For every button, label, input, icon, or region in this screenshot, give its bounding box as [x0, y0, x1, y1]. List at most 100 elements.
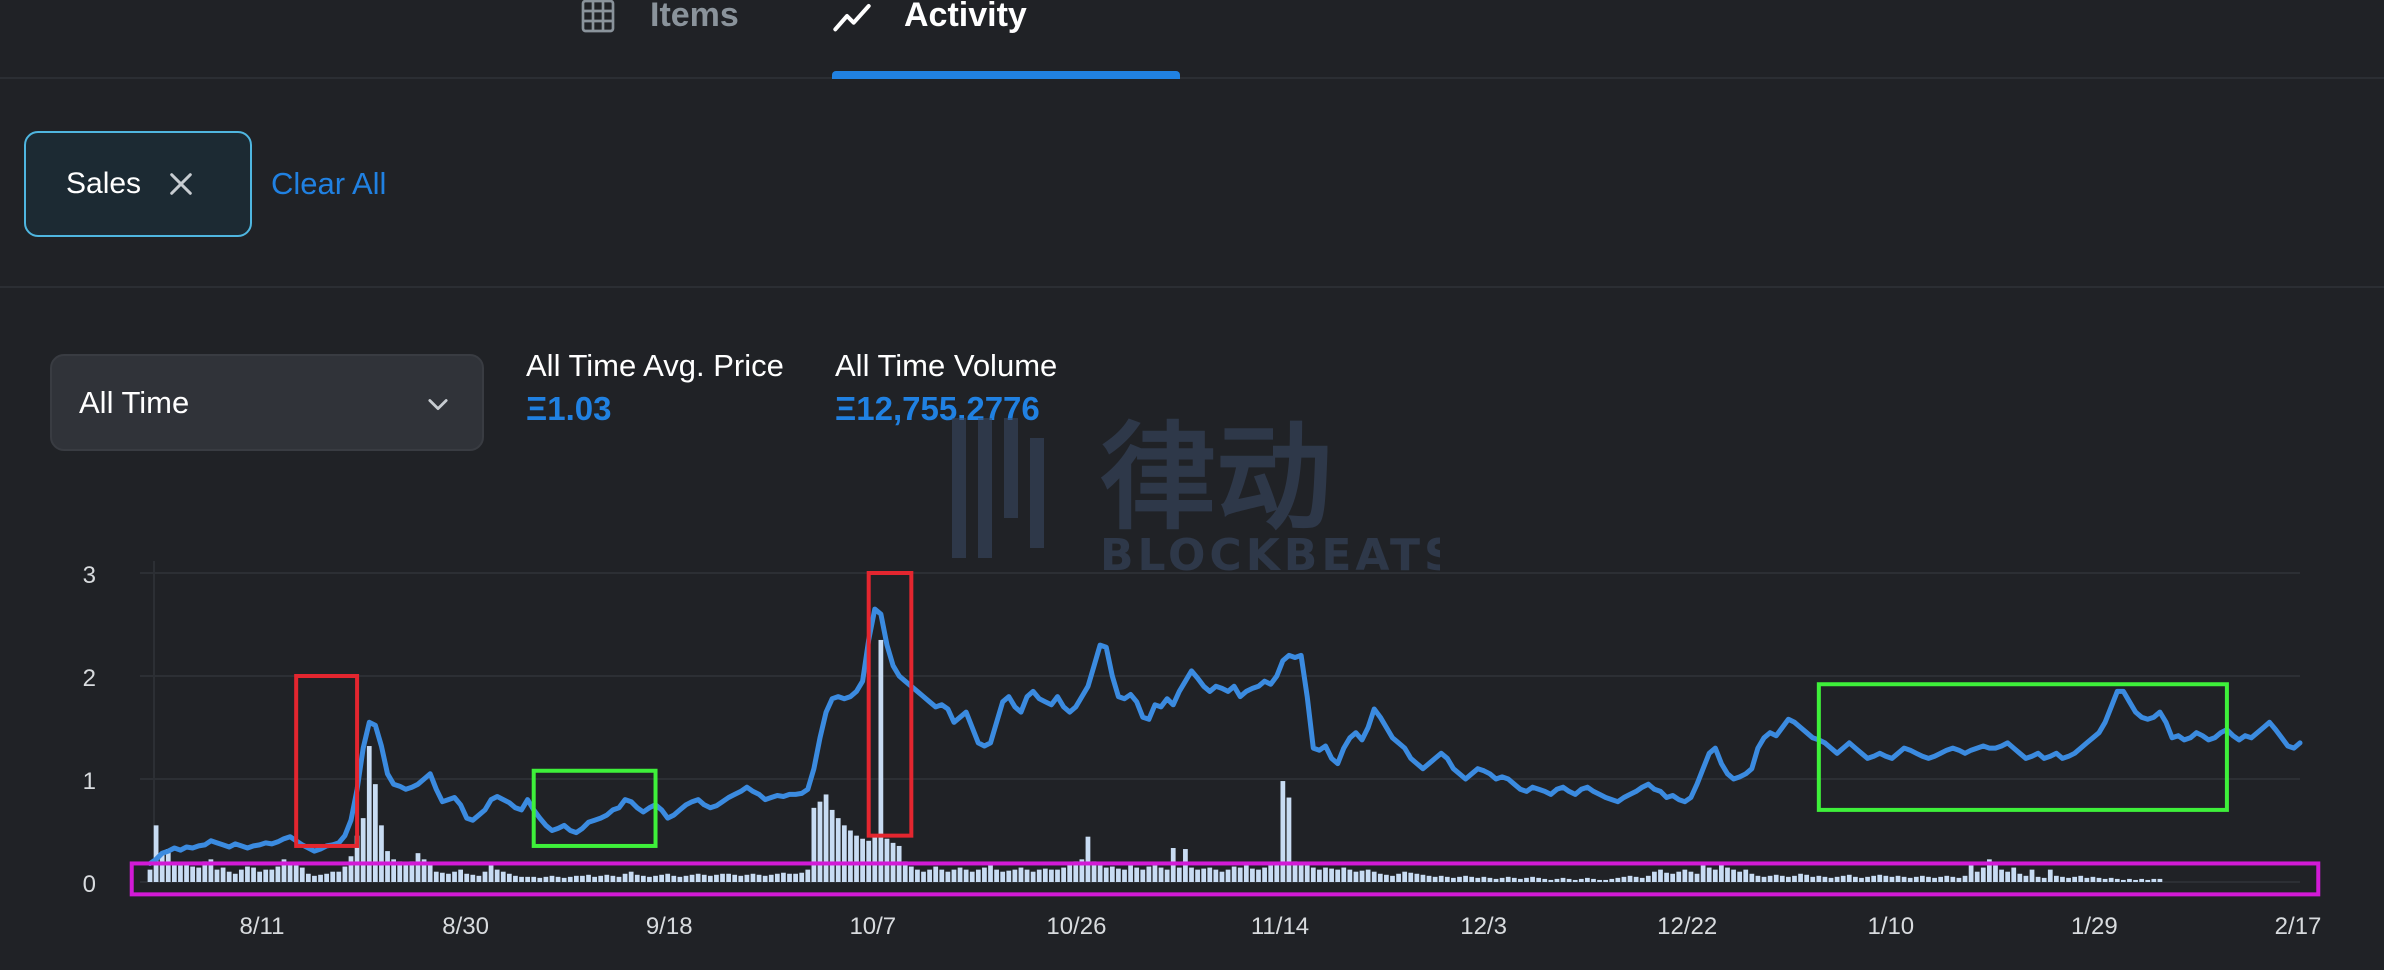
volume-bar — [988, 865, 993, 882]
volume-bar — [531, 876, 537, 882]
volume-bar — [409, 861, 415, 882]
volume-bar — [1030, 871, 1036, 882]
close-icon[interactable] — [165, 168, 197, 200]
volume-bar — [1061, 867, 1066, 882]
volume-bar — [2096, 877, 2102, 882]
volume-bar — [1913, 876, 1919, 882]
volume-bar — [1438, 875, 1444, 882]
volume-bar — [202, 861, 208, 882]
volume-bar — [1658, 869, 1663, 882]
annotation-box-green — [531, 768, 658, 848]
volume-bar — [1944, 875, 1950, 882]
volume-bar — [933, 866, 939, 882]
volume-bar — [543, 876, 549, 882]
volume-bar — [1926, 876, 1931, 882]
volume-bar — [494, 869, 500, 882]
volume-bar — [811, 807, 817, 882]
volume-bar — [1231, 866, 1237, 882]
x-tick-label: 12/3 — [1460, 913, 1507, 940]
volume-bar — [1578, 878, 1584, 882]
x-tick-label: 12/22 — [1657, 913, 1717, 940]
volume-bar — [1444, 876, 1450, 882]
volume-bar — [1262, 867, 1267, 882]
volume-bar — [647, 876, 652, 882]
volume-bar — [2072, 876, 2078, 882]
volume-bar — [1353, 871, 1359, 882]
volume-bar — [1719, 863, 1724, 882]
volume-bar — [2066, 877, 2071, 882]
volume-bar — [360, 818, 366, 882]
volume-bar — [1097, 865, 1103, 882]
volume-bar — [1859, 877, 1864, 882]
volume-bar — [385, 851, 390, 882]
volume-bar — [1566, 878, 1572, 882]
volume-bar — [1426, 875, 1432, 882]
volume-bar — [1956, 877, 1962, 882]
volume-bar — [190, 866, 196, 882]
volume-bar — [793, 873, 798, 882]
active-tab-indicator — [832, 71, 1180, 79]
tab-activity[interactable]: Activity — [832, 0, 1180, 79]
volume-bar — [1116, 868, 1121, 882]
volume-bar — [366, 746, 372, 882]
volume-bar — [165, 849, 171, 882]
volume-bar — [159, 853, 165, 882]
clear-all-link[interactable]: Clear All — [271, 166, 387, 201]
volume-bar — [2011, 867, 2017, 882]
volume-bar — [1572, 879, 1578, 882]
volume-bar — [1134, 867, 1140, 882]
volume-bar — [555, 876, 561, 882]
x-tick-label: 1/10 — [1867, 913, 1914, 940]
tab-items[interactable]: Items — [578, 0, 739, 79]
time-range-select[interactable]: All Time — [50, 354, 484, 451]
annotation-boxes — [129, 571, 2321, 897]
volume-bar — [1499, 877, 1505, 882]
annotation-box-magenta — [129, 861, 2321, 897]
volume-bar — [872, 835, 878, 882]
volume-bar — [1384, 874, 1389, 882]
volume-bar — [1980, 867, 1986, 882]
volume-bar — [957, 867, 963, 882]
volume-bar — [750, 873, 756, 882]
tab-bar: Items Activity — [0, 0, 2384, 79]
x-tick-label: 8/11 — [240, 913, 285, 940]
volume-bar — [854, 835, 859, 882]
volume-bar — [1152, 865, 1158, 882]
volume-bar — [2114, 878, 2120, 882]
volume-bar — [975, 869, 981, 882]
volume-bar — [1451, 877, 1456, 882]
volume-bar — [1128, 865, 1133, 882]
y-axis-ticks: 0 1 2 3 — [83, 562, 96, 898]
volume-bar — [884, 838, 890, 882]
volume-bar — [1993, 865, 1998, 882]
volume-bar — [1183, 849, 1188, 882]
volume-bar — [878, 639, 884, 882]
volume-bar — [1390, 875, 1395, 882]
x-axis-ticks: 8/11 8/30 9/18 10/7 10/26 11/14 12/3 12/22 1/10 1… — [240, 913, 2322, 940]
volume-bar — [1670, 873, 1676, 882]
chart-grid — [140, 561, 2300, 883]
volume-bar — [951, 869, 957, 882]
volume-bar — [616, 876, 622, 882]
volume-bar — [1298, 863, 1304, 882]
volume-bar — [1694, 873, 1700, 882]
tab-activity-label: Activity — [904, 0, 1027, 34]
volume-bar — [1755, 875, 1761, 882]
volume-bar — [1560, 877, 1566, 882]
y-tick-label: 1 — [83, 768, 96, 795]
volume-bar — [2047, 869, 2053, 882]
volume-bar — [1999, 869, 2004, 882]
filter-chip-sales[interactable]: Sales — [24, 131, 252, 237]
volume-bar — [744, 874, 750, 882]
volume-bar — [214, 869, 220, 882]
volume-bar — [2029, 869, 2035, 882]
x-tick-label: 9/18 — [646, 913, 693, 940]
volume-bar — [1073, 861, 1079, 882]
volume-bar — [1377, 873, 1383, 882]
volume-bar — [1268, 865, 1274, 882]
volume-bar — [403, 863, 409, 882]
volume-bar — [1286, 797, 1292, 882]
volume-bar — [1530, 876, 1535, 882]
x-tick-label: 10/7 — [849, 913, 896, 940]
x-tick-label: 1/29 — [2071, 913, 2118, 940]
